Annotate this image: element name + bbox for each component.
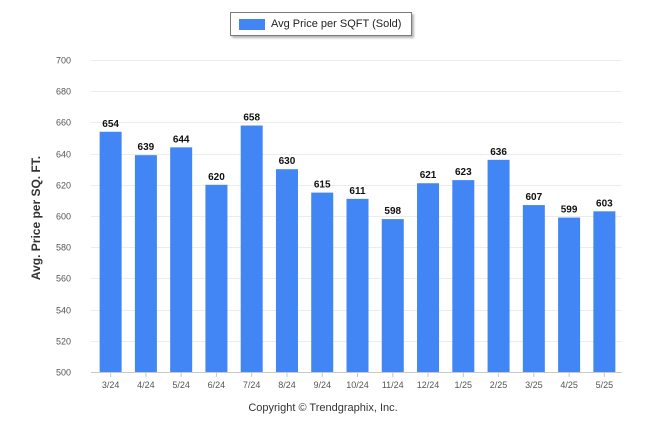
bar[interactable] xyxy=(522,205,545,372)
x-tick-label: 5/24 xyxy=(172,380,190,390)
bar[interactable] xyxy=(381,219,404,372)
data-label: 615 xyxy=(314,180,331,191)
legend-label: Avg Price per SQFT (Sold) xyxy=(271,18,402,30)
data-label: 639 xyxy=(138,142,155,153)
data-label: 598 xyxy=(384,206,401,217)
x-tick-label: 4/24 xyxy=(137,380,155,390)
data-label: 611 xyxy=(349,186,366,197)
y-tick-label: 540 xyxy=(56,306,71,316)
bar[interactable] xyxy=(593,211,616,372)
bar[interactable] xyxy=(205,184,228,372)
data-label: 607 xyxy=(525,192,542,203)
y-tick-label: 600 xyxy=(56,212,71,222)
x-tick-label: 5/25 xyxy=(596,380,614,390)
bar[interactable] xyxy=(417,183,440,372)
y-tick-label: 640 xyxy=(56,150,71,160)
y-tick-label: 580 xyxy=(56,243,71,253)
y-tick-label: 500 xyxy=(56,368,71,378)
x-tick-label: 3/25 xyxy=(525,380,543,390)
x-tick-label: 10/24 xyxy=(346,380,369,390)
bars xyxy=(99,125,616,373)
bar[interactable] xyxy=(346,198,369,372)
data-label: 654 xyxy=(102,119,119,130)
y-tick-label: 560 xyxy=(56,274,71,284)
bar[interactable] xyxy=(487,159,510,372)
data-label: 644 xyxy=(173,134,190,145)
bar[interactable] xyxy=(170,147,193,372)
bar[interactable] xyxy=(311,192,334,372)
x-tick-label: 12/24 xyxy=(417,380,440,390)
bar[interactable] xyxy=(134,155,157,372)
data-label: 636 xyxy=(490,147,507,158)
y-tick-label: 700 xyxy=(56,56,71,66)
bar[interactable] xyxy=(452,180,475,372)
x-axis-ticks: 3/24 4/24 5/24 6/24 7/24 8/24 9/24 10/24 11/24 12… xyxy=(102,372,613,390)
x-tick-label: 9/24 xyxy=(313,380,331,390)
data-label: 603 xyxy=(596,198,613,209)
data-label: 630 xyxy=(279,156,296,167)
data-label: 658 xyxy=(243,113,260,124)
x-tick-label: 3/24 xyxy=(102,380,120,390)
y-tick-label: 660 xyxy=(56,118,71,128)
data-label: 620 xyxy=(208,172,225,183)
x-tick-label: 8/24 xyxy=(278,380,296,390)
bar[interactable] xyxy=(240,125,263,373)
data-label: 621 xyxy=(420,170,437,181)
data-labels: 654 639 644 620 658 630 615 611 598 621 623 636 607 5… xyxy=(102,113,613,218)
x-tick-label: 6/24 xyxy=(208,380,226,390)
legend-swatch xyxy=(239,18,265,30)
bar[interactable] xyxy=(558,217,581,372)
data-label: 599 xyxy=(561,205,578,216)
x-tick-label: 7/24 xyxy=(243,380,261,390)
bar[interactable] xyxy=(275,169,298,372)
y-axis-ticks: 500 520 540 560 580 600 620 640 660 680 700 xyxy=(56,56,71,378)
y-tick-label: 680 xyxy=(56,87,71,97)
x-tick-label: 11/24 xyxy=(382,380,404,390)
x-tick-label: 4/25 xyxy=(560,380,578,390)
y-tick-label: 620 xyxy=(56,181,71,191)
x-tick-label: 1/25 xyxy=(455,380,473,390)
y-tick-label: 520 xyxy=(56,337,71,347)
bar[interactable] xyxy=(99,131,122,372)
x-tick-label: 2/25 xyxy=(490,380,508,390)
y-axis-title: Avg. Price per SQ. FT. xyxy=(29,156,43,280)
chart-legend[interactable]: Avg Price per SQFT (Sold) xyxy=(230,12,412,36)
data-label: 623 xyxy=(455,167,472,178)
copyright-text: Copyright © Trendgraphix, Inc. xyxy=(248,402,398,414)
